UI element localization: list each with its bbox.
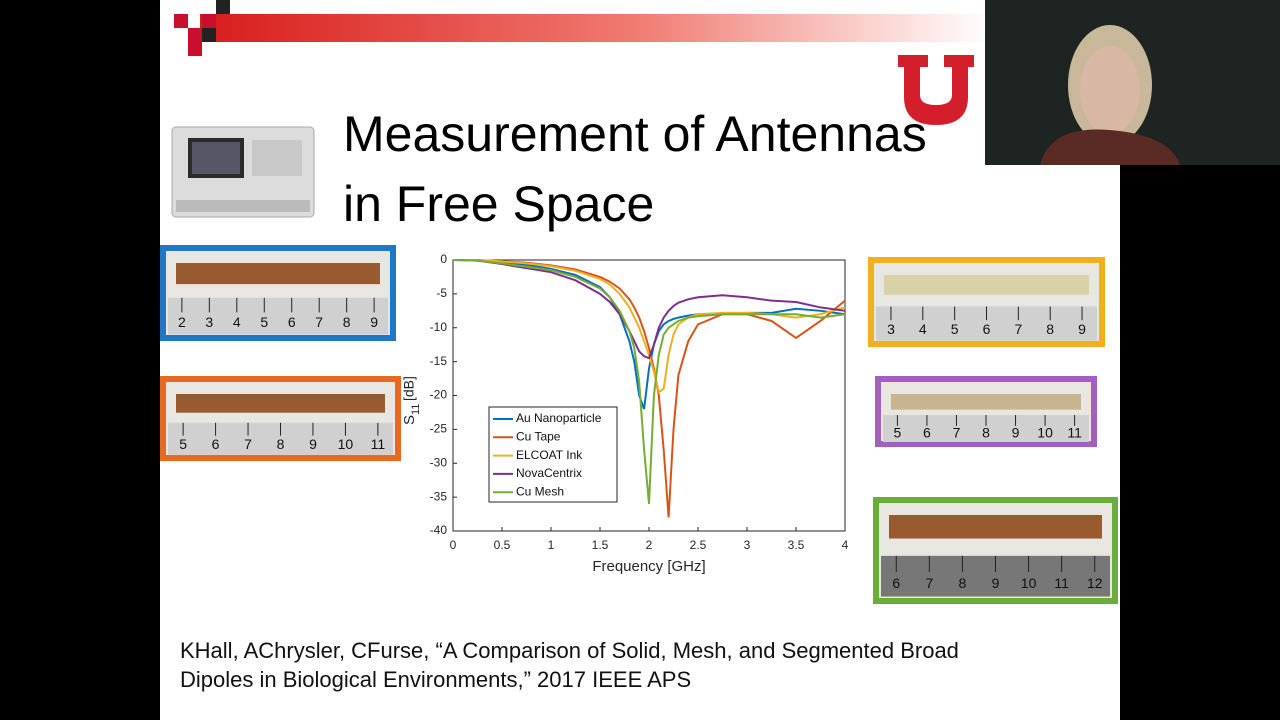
legend-label: ELCOAT Ink xyxy=(516,448,583,462)
x-tick-label: 2.5 xyxy=(690,538,707,552)
legend-label: Cu Tape xyxy=(516,429,561,443)
ruler-number: 2 xyxy=(178,314,186,330)
antenna-photo: 5 6 7 8 9 10 11 xyxy=(875,376,1097,447)
legend-label: Au Nanoparticle xyxy=(516,411,602,425)
ruler-number: 7 xyxy=(1014,321,1022,337)
y-axis-label: S11 [dB] xyxy=(401,376,422,425)
y-tick-label: -35 xyxy=(430,489,448,503)
ruler-number: 5 xyxy=(951,321,959,337)
ruler-number: 7 xyxy=(315,314,323,330)
y-tick-label: -20 xyxy=(430,388,448,402)
banner xyxy=(200,14,990,42)
ruler-number: 11 xyxy=(1054,575,1069,591)
ruler-number: 3 xyxy=(887,321,895,337)
ruler-number: 4 xyxy=(919,321,927,337)
ruler-number: 9 xyxy=(370,314,378,330)
instrument-photo xyxy=(171,126,315,218)
ruler-number: 10 xyxy=(338,436,354,452)
ruler-number: 9 xyxy=(1012,425,1020,441)
citation: KHall, AChrysler, CFurse, “A Comparison … xyxy=(180,638,959,663)
series-line xyxy=(453,259,846,394)
y-label-main: S xyxy=(401,415,418,425)
ruler-number: 9 xyxy=(992,575,1000,591)
antenna-sample xyxy=(176,263,380,285)
ruler xyxy=(168,297,388,335)
x-tick-label: 3 xyxy=(744,538,751,552)
ruler-number: 10 xyxy=(1021,575,1037,591)
antenna-photo: 6 7 8 9 10 11 12 xyxy=(873,497,1118,604)
antenna-sample xyxy=(891,394,1081,410)
y-label-unit: [dB] xyxy=(401,376,417,401)
logo-pixels xyxy=(174,0,230,56)
antenna-sample xyxy=(176,394,385,413)
legend-label: Cu Mesh xyxy=(516,484,564,498)
slide-title: in Free Space xyxy=(343,176,654,232)
x-tick-label: 1.5 xyxy=(592,538,609,552)
ruler-number: 6 xyxy=(923,425,931,441)
university-logo xyxy=(898,55,974,125)
legend-box xyxy=(488,406,618,503)
slide-title: Measurement of Antennas xyxy=(343,106,927,162)
webcam xyxy=(985,0,1280,165)
antenna-photo: 2 3 4 5 6 7 8 9 xyxy=(160,245,396,341)
ruler-number: 3 xyxy=(205,314,213,330)
x-tick-label: 2 xyxy=(646,538,653,552)
side-bar xyxy=(1120,165,1280,720)
legend-label: NovaCentrix xyxy=(516,466,582,480)
ruler-number: 10 xyxy=(1037,425,1053,441)
ruler-number: 8 xyxy=(343,314,351,330)
ruler-number: 6 xyxy=(212,436,220,452)
series-line xyxy=(452,259,846,360)
ruler-number: 9 xyxy=(309,436,317,452)
ruler-number: 5 xyxy=(179,436,187,452)
y-tick-label: -10 xyxy=(430,320,448,334)
ruler-number: 7 xyxy=(925,575,933,591)
antenna-sample xyxy=(884,275,1089,295)
y-tick-label: -15 xyxy=(430,354,448,368)
y-tick-label: -5 xyxy=(436,286,447,300)
ruler-number: 8 xyxy=(959,575,967,591)
ruler-number: 8 xyxy=(982,425,990,441)
y-tick-label: -40 xyxy=(430,523,448,537)
y-tick-label: -25 xyxy=(430,422,448,436)
ruler-number: 8 xyxy=(277,436,285,452)
ruler-number: 7 xyxy=(953,425,961,441)
x-tick-label: 4 xyxy=(842,538,849,552)
x-tick-label: 3.5 xyxy=(788,538,805,552)
ruler-number: 7 xyxy=(244,436,252,452)
ruler-number: 12 xyxy=(1087,575,1103,591)
ruler-number: 6 xyxy=(983,321,991,337)
citation: Dipoles in Biological Environments,” 201… xyxy=(180,667,691,692)
ruler-number: 6 xyxy=(892,575,900,591)
x-tick-label: 0.5 xyxy=(494,538,511,552)
ruler-number: 5 xyxy=(893,425,901,441)
series-line xyxy=(452,259,846,504)
antenna-sample xyxy=(889,515,1102,539)
ruler-number: 5 xyxy=(260,314,268,330)
chart: 0 0.5 1 1.5 2 2.5 3 3.5 4 0 -5 -10 -15 -20 -25 -30 -35 -4… xyxy=(401,252,849,575)
ruler-number: 4 xyxy=(233,314,241,330)
ruler-number: 8 xyxy=(1046,321,1054,337)
y-tick-label: 0 xyxy=(440,252,447,266)
ruler-number: 11 xyxy=(371,436,386,452)
legend: Au Nanoparticle Cu Tape ELCOAT Ink NovaCent… xyxy=(488,406,618,503)
y-tick-label: -30 xyxy=(430,455,448,469)
x-tick-label: 1 xyxy=(548,538,555,552)
antenna-photo: 5 6 7 8 9 10 11 xyxy=(160,376,401,461)
x-axis-label: Frequency [GHz] xyxy=(592,558,705,575)
ruler-number: 6 xyxy=(288,314,296,330)
ruler-number: 9 xyxy=(1078,321,1086,337)
ruler-number: 11 xyxy=(1067,425,1082,441)
antenna-photo: 3 4 5 6 7 8 9 xyxy=(868,257,1105,347)
x-tick-label: 0 xyxy=(450,538,457,552)
y-label-sub: 11 xyxy=(410,404,422,415)
